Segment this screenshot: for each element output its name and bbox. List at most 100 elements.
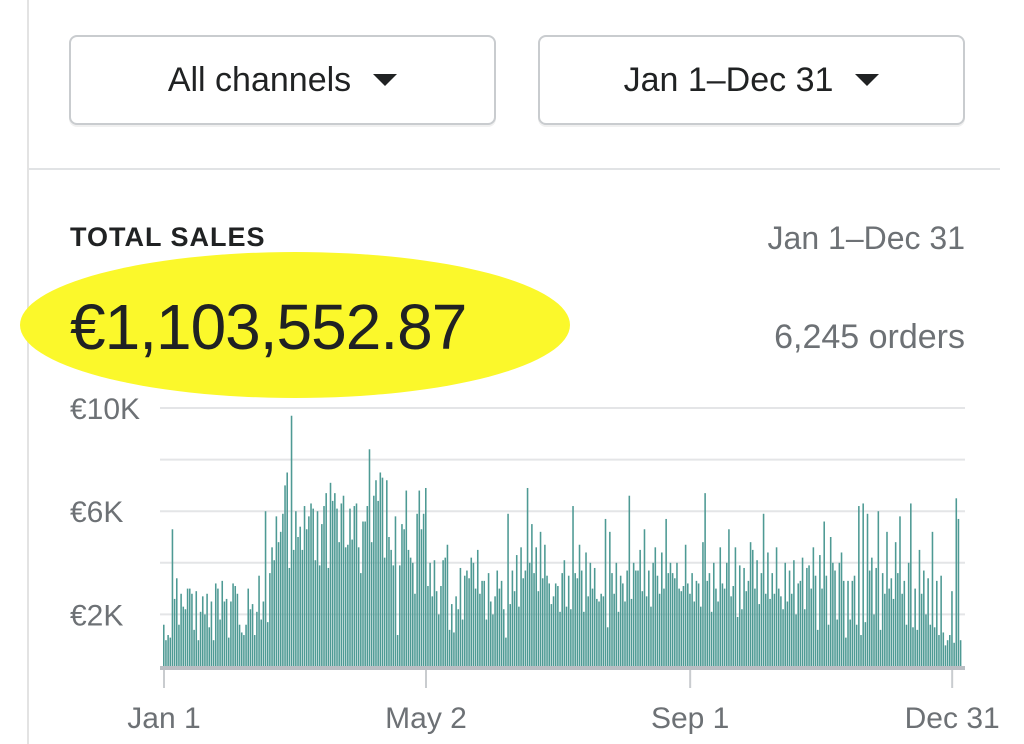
sales-bar xyxy=(892,598,895,666)
sales-bar xyxy=(314,560,317,666)
sales-bar xyxy=(946,640,949,666)
sales-bar xyxy=(199,611,202,666)
total-sales-date-range: Jan 1–Dec 31 xyxy=(767,220,965,256)
sales-bar xyxy=(840,552,843,666)
sales-bar xyxy=(227,637,230,666)
sales-bar xyxy=(446,544,449,666)
sales-bar xyxy=(377,500,379,666)
x-tick-label: Dec 31 xyxy=(905,702,1000,735)
sales-bar xyxy=(730,596,732,666)
sales-bar xyxy=(782,609,784,666)
sales-bar xyxy=(825,575,828,666)
sales-bar xyxy=(409,557,412,666)
sales-bar xyxy=(286,472,288,666)
sales-bar xyxy=(784,562,787,666)
sales-bar xyxy=(273,560,275,666)
sales-bar xyxy=(619,575,622,666)
sales-bar xyxy=(437,614,440,666)
sales-bar xyxy=(667,573,670,666)
order-count: 6,245 orders xyxy=(774,318,965,356)
caret-down-icon xyxy=(855,74,880,86)
sales-bar xyxy=(832,562,834,666)
sales-bar xyxy=(706,580,709,666)
sales-bar xyxy=(522,578,525,666)
sales-bar xyxy=(195,591,198,666)
sales-bar xyxy=(407,549,410,666)
sales-bar xyxy=(725,562,728,666)
sales-bar xyxy=(574,573,576,666)
sales-bar xyxy=(212,640,215,666)
sales-bar xyxy=(738,565,741,666)
sales-bar xyxy=(894,542,897,666)
sales-bar xyxy=(855,624,858,666)
sales-bar xyxy=(450,604,453,666)
sales-bar xyxy=(741,609,743,666)
sales-bar xyxy=(251,604,254,666)
sales-bar xyxy=(498,588,501,666)
sales-bar xyxy=(684,544,687,666)
sales-bar xyxy=(208,627,211,666)
sales-bar xyxy=(795,614,797,666)
sales-bar xyxy=(693,601,696,666)
sales-bar xyxy=(494,596,496,666)
sales-bar xyxy=(881,573,884,666)
sales-bar xyxy=(526,487,529,666)
sales-bar xyxy=(455,596,457,666)
sales-bar xyxy=(236,593,239,666)
sales-bar xyxy=(184,609,187,666)
sales-bar xyxy=(180,593,182,666)
channel-filter-dropdown[interactable]: All channels xyxy=(69,35,496,125)
sales-bar xyxy=(888,588,890,666)
sales-bar xyxy=(290,415,293,666)
sales-bar xyxy=(258,575,260,666)
sales-bar xyxy=(736,616,739,666)
sales-bar xyxy=(500,580,503,666)
sales-bar xyxy=(412,562,414,666)
sales-bar xyxy=(758,604,761,666)
sales-bar xyxy=(821,588,823,666)
sales-bar xyxy=(396,635,399,666)
date-range-dropdown[interactable]: Jan 1–Dec 31 xyxy=(538,35,965,125)
sales-bar xyxy=(697,583,700,666)
sales-bar xyxy=(310,503,312,666)
sales-bar xyxy=(771,573,774,666)
sales-bar xyxy=(901,593,903,666)
sales-bar xyxy=(734,547,737,666)
sales-bar xyxy=(351,539,353,666)
sales-bar xyxy=(266,622,269,666)
sales-bar xyxy=(875,567,877,666)
sales-bar xyxy=(418,490,421,666)
sales-bar xyxy=(327,567,330,666)
sales-bar xyxy=(433,560,436,666)
sales-bar xyxy=(368,449,371,666)
sales-bar xyxy=(357,547,360,666)
sales-bar xyxy=(656,575,659,666)
sales-bar xyxy=(325,493,327,666)
sales-bar xyxy=(470,557,473,666)
sales-bar xyxy=(201,596,204,666)
sales-bar xyxy=(511,570,514,666)
sales-bar xyxy=(394,516,397,666)
sales-bar xyxy=(373,495,375,666)
sales-bar xyxy=(743,567,745,666)
sales-bar xyxy=(920,593,923,666)
sales-bar xyxy=(502,609,505,666)
sales-bar xyxy=(918,549,921,666)
sales-bar xyxy=(214,583,217,666)
sales-bar xyxy=(479,593,481,666)
sales-bar xyxy=(767,552,769,666)
sales-bar xyxy=(611,573,613,666)
sales-bar xyxy=(589,562,592,666)
sales-bar xyxy=(652,562,654,666)
y-tick-label: €2K xyxy=(70,599,123,632)
section-divider xyxy=(29,168,1000,170)
sales-bar xyxy=(899,516,901,666)
sales-bar xyxy=(544,544,546,666)
sales-bar xyxy=(416,513,418,666)
sales-bar xyxy=(444,557,447,666)
sales-bar xyxy=(674,578,676,666)
sales-bar xyxy=(580,570,583,666)
sales-bar xyxy=(585,552,587,666)
sales-bar xyxy=(897,573,899,666)
sales-bar xyxy=(364,521,366,666)
